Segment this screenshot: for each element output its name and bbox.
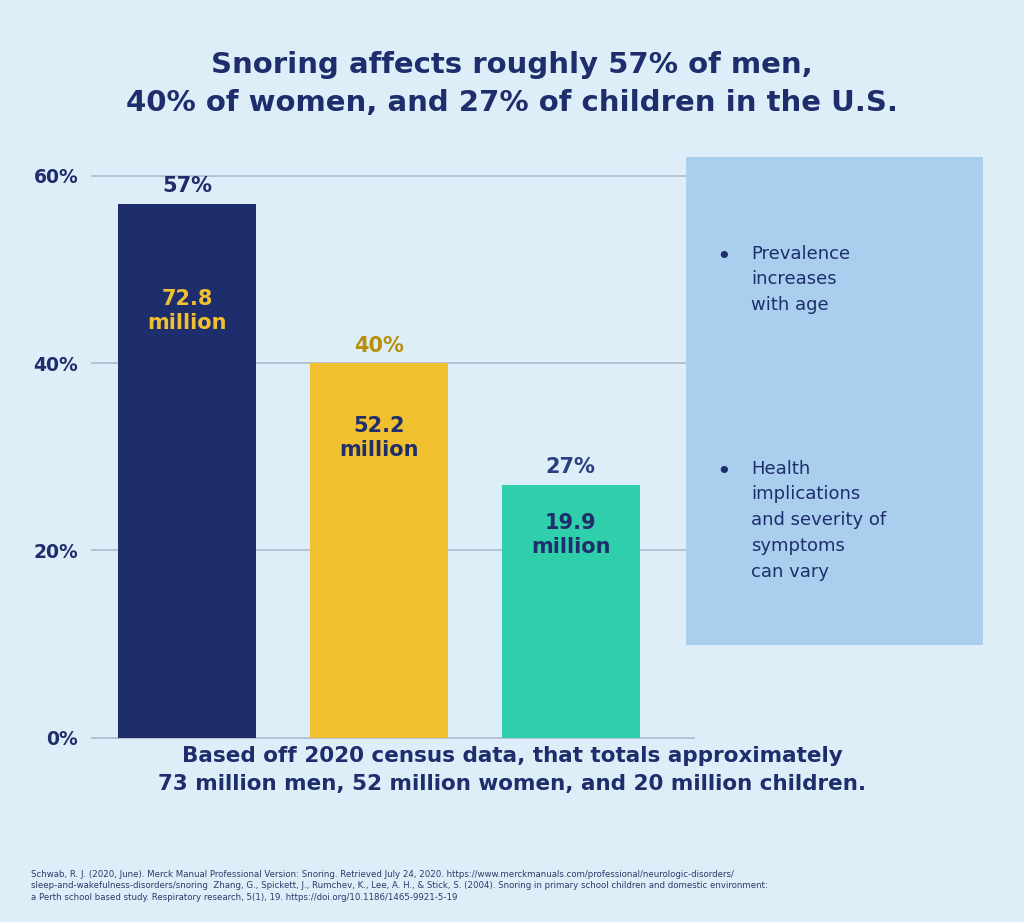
Bar [502,485,640,738]
Text: •: • [716,460,730,484]
Text: Prevalence
increases
with age: Prevalence increases with age [752,244,851,314]
Text: 19.9
million: 19.9 million [530,514,610,558]
Text: 57%: 57% [162,176,212,196]
Text: 72.8
million: 72.8 million [147,289,227,333]
Text: 40%: 40% [354,336,403,356]
Bar [310,363,447,738]
Text: 52.2
million: 52.2 million [339,416,419,460]
Text: •: • [716,244,730,268]
Text: Schwab, R. J. (2020, June). Merck Manual Professional Version: Snoring. Retrieve: Schwab, R. J. (2020, June). Merck Manual… [31,869,768,902]
Bar [118,204,256,738]
Text: 27%: 27% [546,457,596,478]
Text: Based off 2020 census data, that totals approximately
73 million men, 52 million: Based off 2020 census data, that totals … [158,746,866,794]
Text: Snoring affects roughly 57% of men,
40% of women, and 27% of children in the U.S: Snoring affects roughly 57% of men, 40% … [126,51,898,116]
Text: Health
implications
and severity of
symptoms
can vary: Health implications and severity of symp… [752,460,887,581]
